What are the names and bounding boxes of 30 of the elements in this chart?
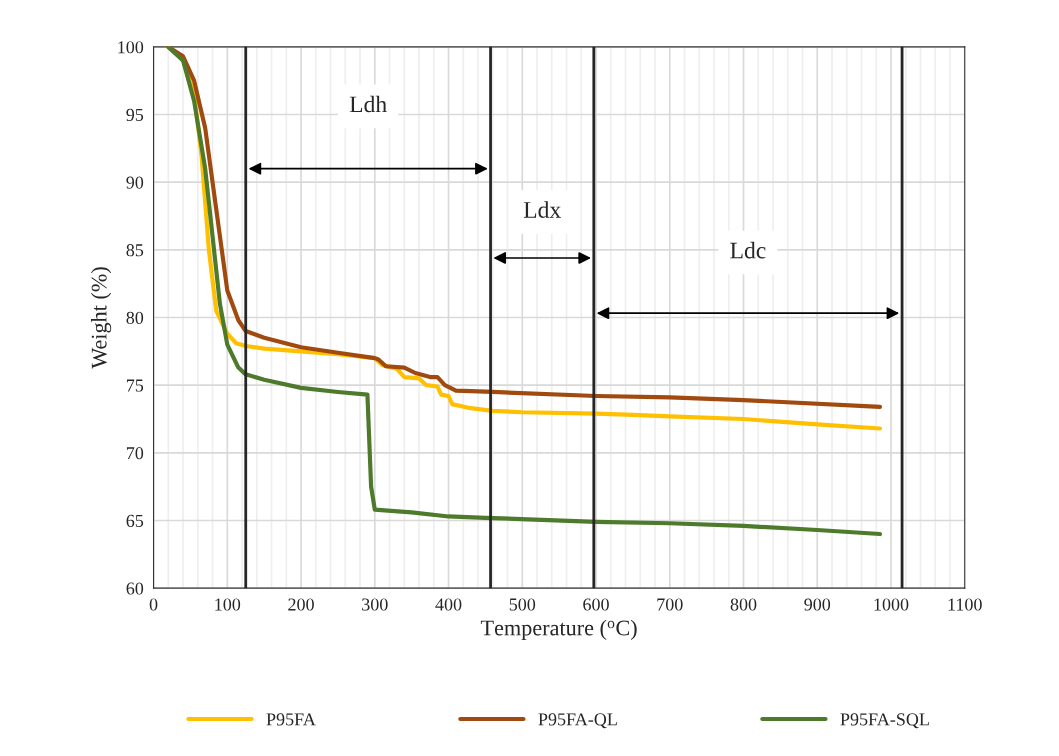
x-tick-label: 800 (730, 598, 757, 611)
x-tick-label: 0 (149, 598, 158, 611)
x-tick-label: 600 (583, 598, 609, 611)
y-tick-label: 80 (126, 311, 144, 324)
y-axis-title: Weight (%) (90, 267, 112, 369)
annotation: Ldx (523, 201, 561, 218)
annotation: Ldc (730, 241, 766, 259)
x-tick-label: 100 (215, 598, 241, 611)
line-series (166, 46, 883, 537)
x-tick-label: 1000 (874, 598, 909, 611)
x-tick-label: 300 (362, 598, 388, 611)
y-tick-label: 75 (126, 379, 144, 392)
y-tick-label: 100 (118, 41, 144, 54)
legend-label: P95FA-QL (538, 713, 617, 729)
x-tick-label: 700 (657, 598, 683, 611)
legend-label: P95FA-SQL (840, 713, 929, 729)
x-tick-label: 1100 (948, 598, 982, 611)
y-tick-label: 95 (126, 108, 144, 121)
x-tick-label: 400 (435, 598, 462, 611)
annotation: Ldh (349, 95, 387, 113)
x-tick-label: 500 (509, 598, 536, 611)
x-axis-title: Temperature ($^{o}$C) (480, 619, 637, 640)
x-tick-label: 900 (804, 598, 831, 611)
legend-label: P95FA (266, 713, 316, 726)
y-tick-label: 70 (126, 447, 144, 460)
y-tick-label: 65 (126, 514, 144, 527)
x-tick-label: 200 (288, 598, 314, 611)
y-tick-label: 90 (126, 176, 144, 189)
y-tick-label: 85 (126, 244, 144, 257)
y-tick-label: 60 (126, 582, 144, 595)
